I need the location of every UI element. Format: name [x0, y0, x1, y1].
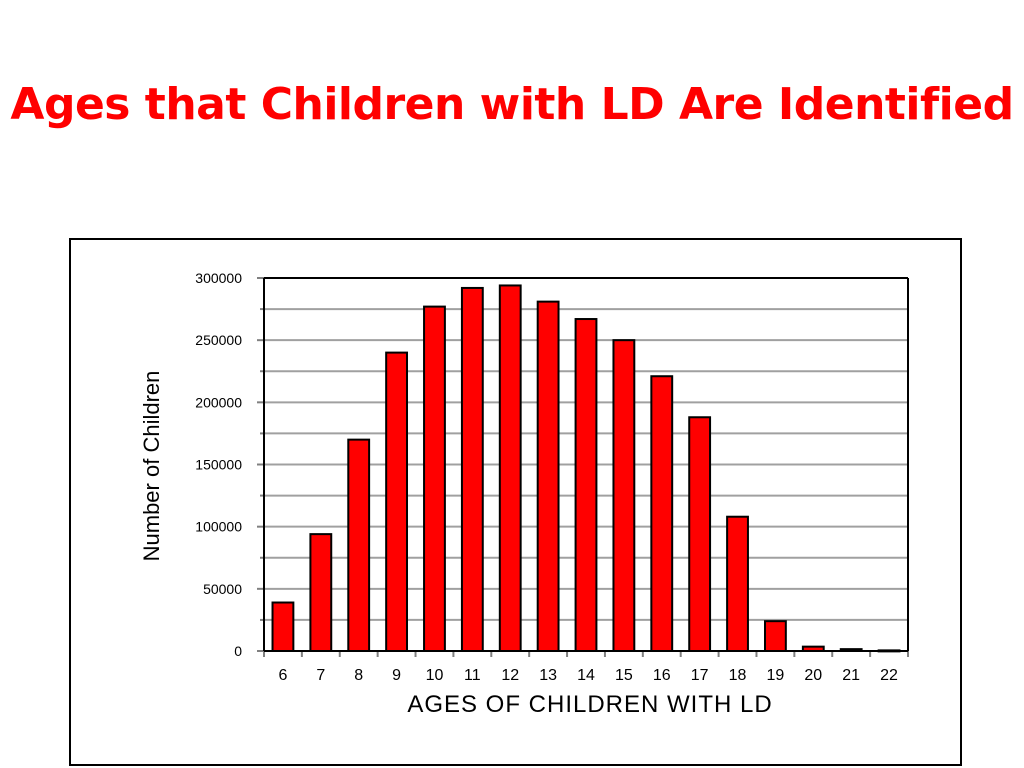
x-tick-label: 20: [804, 667, 822, 684]
bar: [385, 351, 409, 652]
bar: [271, 601, 295, 653]
x-tick-label: 11: [464, 667, 481, 684]
y-tick-label: 100000: [195, 519, 242, 535]
bar: [423, 305, 446, 652]
x-tick-label: 14: [577, 667, 595, 684]
y-tick-label: 0: [234, 643, 242, 659]
bar: [536, 300, 560, 652]
x-tick-label: 10: [426, 667, 444, 684]
bar: [688, 416, 712, 652]
y-axis-label: Number of Children: [139, 371, 164, 562]
bar: [726, 515, 749, 652]
y-tick-label: 300000: [195, 270, 242, 286]
y-tick-label: 200000: [195, 394, 242, 410]
bar: [574, 318, 598, 652]
x-tick-label: 17: [691, 667, 709, 684]
slide-title: Ages that Children with LD Are Identifie…: [10, 79, 1014, 130]
y-tick-label: 250000: [195, 332, 242, 348]
x-tick-label: 6: [278, 667, 287, 684]
x-tick-label: 21: [842, 667, 860, 684]
x-tick-label: 7: [316, 667, 325, 684]
bar: [650, 375, 674, 652]
bar: [347, 438, 371, 652]
x-tick-label: 13: [539, 667, 557, 684]
x-tick-label: 16: [653, 667, 671, 684]
bar: [498, 284, 522, 652]
x-axis-label: AGES OF CHILDREN WITH LD: [407, 691, 772, 718]
x-tick-label: 15: [615, 667, 633, 684]
bar: [309, 533, 333, 652]
bar: [460, 286, 484, 652]
bar: [763, 620, 787, 652]
x-tick-label: 12: [501, 667, 519, 684]
x-tick-label: 22: [880, 667, 898, 684]
y-tick-label: 150000: [195, 457, 242, 473]
x-tick-label: 19: [767, 667, 785, 684]
x-tick-label: 8: [354, 667, 363, 684]
x-tick-label: 18: [729, 667, 747, 684]
bar: [612, 339, 636, 652]
y-tick-label: 50000: [203, 581, 242, 597]
x-tick-label: 9: [392, 667, 401, 684]
